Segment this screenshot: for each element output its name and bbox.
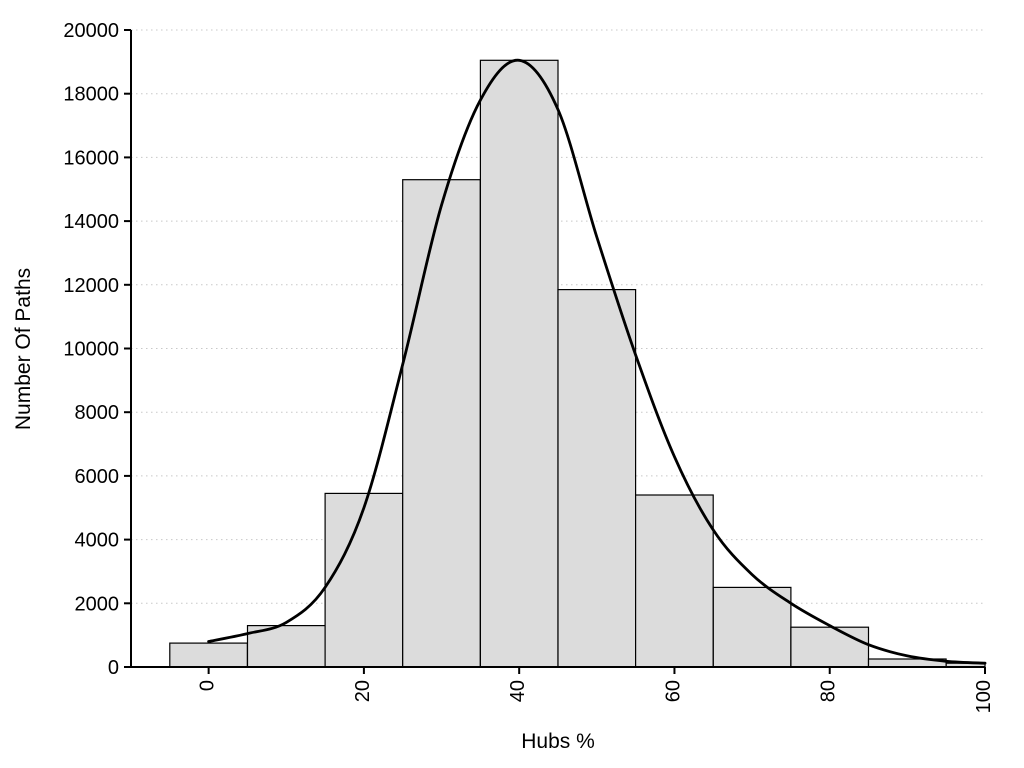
x-tick-label: 20	[352, 680, 374, 702]
y-axis-title: Number Of Paths	[12, 268, 35, 430]
histogram-bar	[324, 492, 404, 668]
y-tick-label: 18000	[63, 84, 119, 106]
histogram-bar	[790, 626, 870, 668]
y-tick-label: 14000	[63, 211, 119, 233]
density-curve	[207, 58, 987, 665]
x-axis-title: Hubs %	[521, 730, 595, 753]
x-tick-label: 60	[662, 680, 684, 702]
y-tick-label: 16000	[63, 147, 119, 169]
histogram-bar	[246, 624, 326, 668]
histogram-bar	[634, 494, 714, 668]
histogram-bar	[557, 289, 637, 668]
x-tick-label: 80	[818, 680, 840, 702]
y-tick-label: 12000	[63, 275, 119, 297]
x-tick-label: 40	[507, 680, 529, 702]
y-tick-label: 20000	[63, 20, 119, 42]
y-tick-label: 2000	[75, 593, 120, 615]
y-tick-label: 6000	[75, 466, 120, 488]
y-tick-label: 0	[108, 657, 119, 679]
histogram-bar	[402, 179, 481, 668]
x-tick-label: 0	[197, 680, 219, 691]
y-tick-label: 10000	[63, 339, 119, 361]
y-tick-label: 4000	[75, 530, 120, 552]
x-tick-label: 100	[973, 680, 995, 713]
histogram-bar	[712, 586, 792, 668]
plot-area: 0 2000 4000 6000 8000 10000 12000 14000 16000 180…	[63, 20, 995, 713]
y-tick-label: 8000	[75, 402, 120, 424]
histogram-bar	[479, 59, 559, 668]
histogram-bar	[169, 642, 249, 668]
